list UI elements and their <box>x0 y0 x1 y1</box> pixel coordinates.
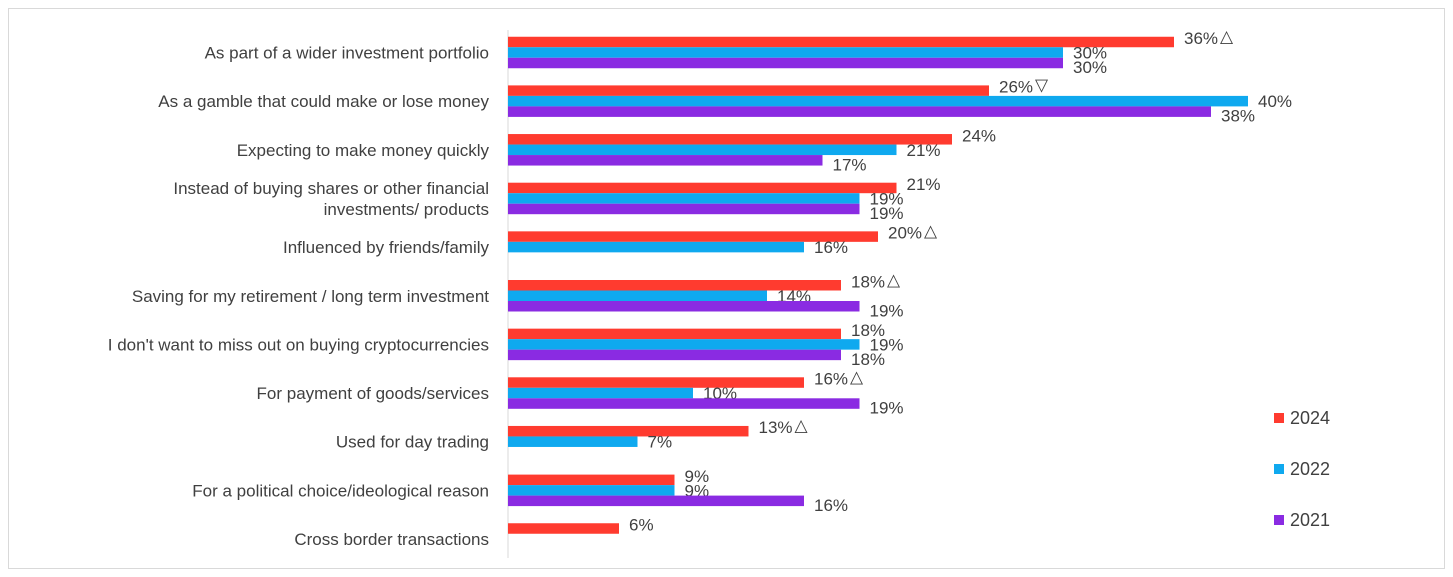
category-label: As part of a wider investment portfolio <box>205 44 489 63</box>
bar-2022 <box>508 241 804 253</box>
data-label-2021: 19% <box>870 204 904 223</box>
data-label-2022: 16% <box>814 238 848 257</box>
data-label-2024: 16% <box>814 370 848 389</box>
significance-up-icon: △ <box>1220 27 1234 47</box>
bar-2024 <box>508 474 675 486</box>
bar-2024 <box>508 523 619 534</box>
bar-2022 <box>508 144 897 156</box>
category-label: As a gamble that could make or lose mone… <box>158 92 489 111</box>
category-label: For payment of goods/services <box>257 384 489 403</box>
data-label-2022: 7% <box>648 433 673 452</box>
data-label-2021: 38% <box>1221 107 1255 126</box>
category-label: I don't want to miss out on buying crypt… <box>108 335 489 354</box>
bar-2024 <box>508 85 989 96</box>
data-label-2024: 21% <box>907 175 941 194</box>
bar-2022 <box>508 387 693 399</box>
data-label-2021: 19% <box>870 399 904 418</box>
chart-frame <box>8 8 1445 569</box>
bar-2024 <box>508 280 841 291</box>
bar-2021 <box>508 57 1063 69</box>
bar-2021 <box>508 106 1211 117</box>
bar-2022 <box>508 339 860 350</box>
data-label-2024: 18% <box>851 321 885 340</box>
category-label: investments/ products <box>324 200 489 219</box>
significance-up-icon: △ <box>795 416 809 436</box>
bar-2024 <box>508 328 841 340</box>
bar-2022 <box>508 193 860 204</box>
data-label-2022: 19% <box>870 335 904 354</box>
data-label-2021: 16% <box>814 496 848 515</box>
bar-2024 <box>508 182 897 194</box>
data-label-2021: 18% <box>851 350 885 369</box>
bar-2021 <box>508 203 860 215</box>
significance-up-icon: △ <box>850 368 864 388</box>
category-label: Cross border transactions <box>294 530 489 549</box>
legend-label-2022: 2022 <box>1290 459 1330 479</box>
bar-2021 <box>508 349 841 361</box>
significance-down-icon: ▽ <box>1035 76 1049 96</box>
bar-2022 <box>508 290 767 301</box>
bar-2022 <box>508 95 1248 107</box>
significance-up-icon: △ <box>924 222 938 242</box>
bar-2021 <box>508 398 860 409</box>
data-label-2024: 13% <box>759 418 793 437</box>
bar-2022 <box>508 485 675 496</box>
bar-2024 <box>508 36 1174 48</box>
legend-label-2021: 2021 <box>1290 510 1330 530</box>
category-label: Instead of buying shares or other financ… <box>173 179 489 198</box>
bar-2024 <box>508 425 749 437</box>
legend-swatch-2022 <box>1274 464 1284 474</box>
data-label-2024: 9% <box>685 467 710 486</box>
bar-2024 <box>508 134 952 145</box>
data-label-2022: 40% <box>1258 92 1292 111</box>
data-label-2022: 21% <box>907 141 941 160</box>
data-label-2024: 20% <box>888 224 922 243</box>
significance-up-icon: △ <box>887 270 901 290</box>
data-label-2021: 19% <box>870 301 904 320</box>
bar-2021 <box>508 301 860 312</box>
bar-2022 <box>508 47 1063 58</box>
data-label-2024: 18% <box>851 272 885 291</box>
data-label-2024: 26% <box>999 78 1033 97</box>
bar-2021 <box>508 155 823 166</box>
data-label-2024: 24% <box>962 126 996 145</box>
data-label-2021: 30% <box>1073 58 1107 77</box>
category-label: Saving for my retirement / long term inv… <box>132 287 489 306</box>
data-label-2024: 6% <box>629 516 654 535</box>
category-label: Expecting to make money quickly <box>237 141 490 160</box>
category-label: For a political choice/ideological reaso… <box>192 481 489 500</box>
legend-swatch-2024 <box>1274 413 1284 423</box>
bar-2022 <box>508 436 638 447</box>
bar-2024 <box>508 231 878 242</box>
data-label-2021: 17% <box>833 155 867 174</box>
bar-2024 <box>508 377 804 388</box>
legend-label-2024: 2024 <box>1290 408 1330 428</box>
data-label-2024: 36% <box>1184 29 1218 48</box>
data-label-2022: 30% <box>1073 44 1107 63</box>
legend-swatch-2021 <box>1274 515 1284 525</box>
bar-2021 <box>508 495 804 507</box>
category-label: Influenced by friends/family <box>283 238 489 257</box>
category-label: Used for day trading <box>336 433 489 452</box>
data-label-2022: 19% <box>870 189 904 208</box>
